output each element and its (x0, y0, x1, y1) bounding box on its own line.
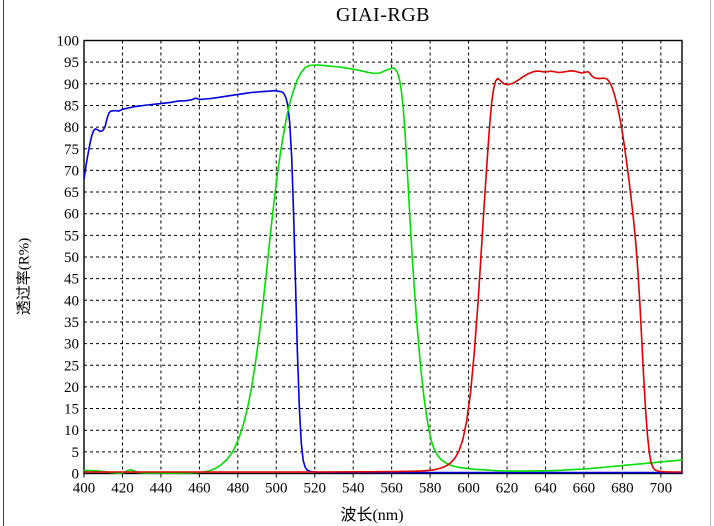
curve-green-channel (83, 64, 683, 474)
y-tick-label: 25 (64, 358, 79, 374)
x-tick-label: 620 (496, 481, 519, 497)
y-tick-label: 5 (72, 445, 80, 461)
x-tick-label: 460 (188, 481, 211, 497)
x-tick-label: 560 (380, 481, 403, 497)
window-right-border (710, 0, 711, 526)
x-tick-label: 500 (265, 481, 288, 497)
curve-red-channel (83, 70, 683, 473)
x-tick-label: 520 (303, 481, 326, 497)
x-tick-label: 480 (227, 481, 250, 497)
x-tick-label: 660 (573, 481, 596, 497)
x-axis-title: 波长(nm) (340, 507, 404, 524)
x-tick-label: 440 (150, 481, 173, 497)
x-tick-label: 700 (650, 481, 673, 497)
x-tick-label: 420 (111, 481, 134, 497)
curve-blue-channel (83, 89, 683, 474)
x-tick-label: 580 (419, 481, 442, 497)
y-tick-label: 100 (57, 34, 80, 50)
y-tick-label: 60 (64, 207, 79, 223)
y-tick-label: 40 (64, 293, 79, 309)
x-tick-label: 640 (534, 481, 557, 497)
y-tick-label: 30 (64, 337, 79, 353)
x-tick-label: 400 (73, 481, 96, 497)
x-tick-label: 540 (342, 481, 365, 497)
y-tick-label: 10 (64, 423, 79, 439)
y-tick-label: 90 (64, 77, 79, 93)
y-tick-label: 55 (64, 228, 79, 244)
y-tick-label: 75 (64, 142, 79, 158)
y-tick-label: 20 (64, 380, 79, 396)
y-tick-label: 70 (64, 163, 79, 179)
y-tick-label: 85 (64, 98, 79, 114)
y-tick-label: 35 (64, 315, 79, 331)
window-left-border (3, 0, 4, 526)
y-tick-label: 15 (64, 402, 79, 418)
y-tick-label: 95 (64, 55, 79, 71)
plot-border (83, 39, 683, 475)
y-tick-label: 80 (64, 120, 79, 136)
y-tick-label: 0 (72, 467, 80, 483)
x-tick-label: 680 (611, 481, 634, 497)
y-tick-label: 50 (64, 250, 79, 266)
chart-title: GIAI-RGB (336, 4, 430, 26)
y-tick-label: 65 (64, 185, 79, 201)
x-tick-label: 600 (457, 481, 480, 497)
y-tick-label: 45 (64, 272, 79, 288)
